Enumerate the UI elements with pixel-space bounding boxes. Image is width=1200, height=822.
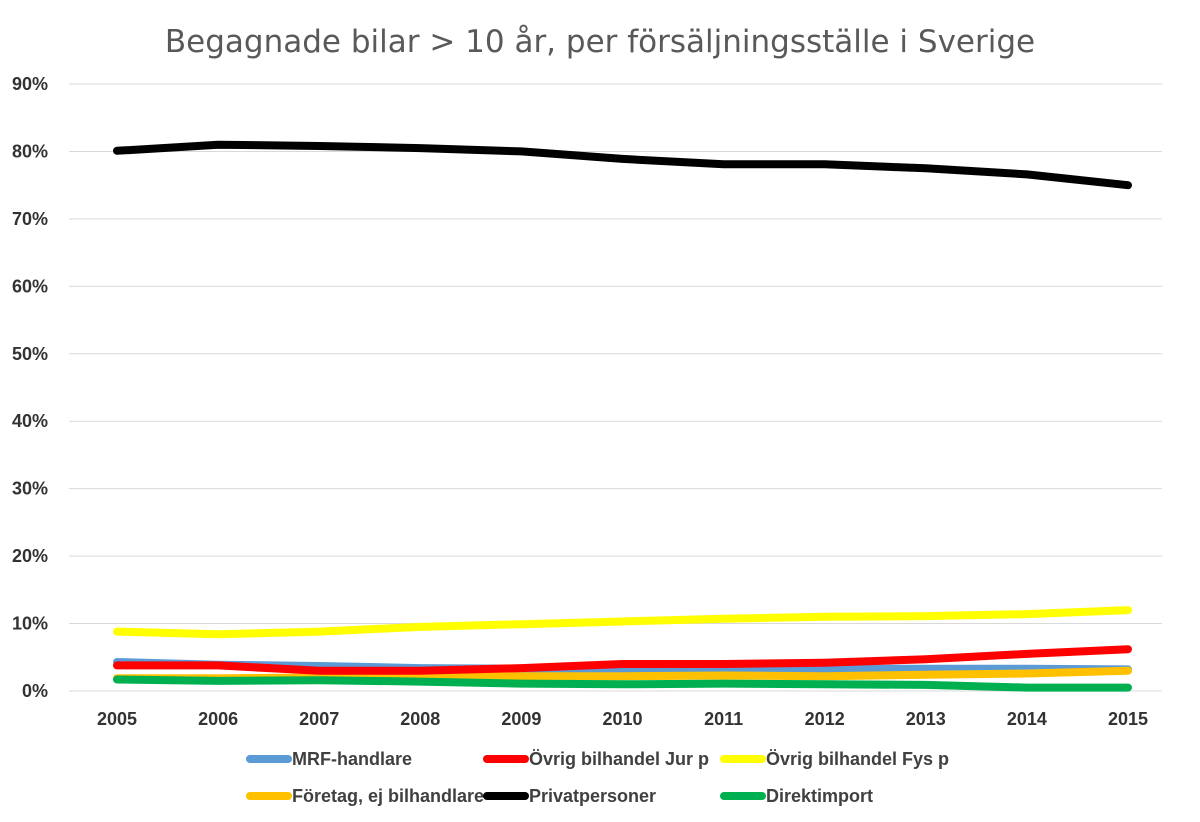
chart-title: Begagnade bilar > 10 år, per försäljning…: [165, 24, 1035, 60]
legend-label: Företag, ej bilhandlare: [292, 786, 484, 806]
legend-item-0: MRF-handlare: [246, 749, 412, 769]
x-tick-label: 2008: [400, 709, 440, 729]
x-tick-label: 2013: [906, 709, 946, 729]
y-tick-label: 30%: [12, 479, 48, 499]
x-tick-label: 2015: [1108, 709, 1148, 729]
y-tick-label: 40%: [12, 411, 48, 431]
x-tick-label: 2006: [198, 709, 238, 729]
y-tick-label: 60%: [12, 276, 48, 296]
legend-label: Privatpersoner: [529, 786, 656, 806]
x-tick-label: 2007: [299, 709, 339, 729]
legend-item-3: Företag, ej bilhandlare: [246, 786, 484, 806]
x-tick-label: 2014: [1007, 709, 1047, 729]
x-tick-label: 2005: [97, 709, 137, 729]
series-line-5: [113, 675, 1132, 692]
legend-item-2: Övrig bilhandel Fys p: [720, 749, 949, 769]
series-line-2: [113, 606, 1132, 639]
legend-label: Övrig bilhandel Jur p: [529, 749, 709, 769]
y-tick-label: 20%: [12, 546, 48, 566]
y-tick-label: 50%: [12, 344, 48, 364]
legend-item-4: Privatpersoner: [483, 786, 656, 806]
x-axis-ticks: 2005 2006 2007 2008 2009 2010 2011 2012 2013 2014…: [97, 709, 1148, 729]
y-tick-label: 70%: [12, 209, 48, 229]
legend-item-1: Övrig bilhandel Jur p: [483, 749, 709, 769]
grid-lines: [69, 83, 1162, 692]
y-tick-label: 10%: [12, 614, 48, 634]
legend-label: Direktimport: [766, 786, 873, 806]
y-tick-label: 90%: [12, 74, 48, 94]
legend-item-5: Direktimport: [720, 786, 873, 806]
series-line-4: [113, 140, 1132, 190]
y-tick-label: 80%: [12, 141, 48, 161]
x-tick-label: 2012: [805, 709, 845, 729]
x-tick-label: 2009: [501, 709, 541, 729]
legend-label: Övrig bilhandel Fys p: [766, 749, 949, 769]
legend: MRF-handlare Övrig bilhandel Jur p Övrig b…: [246, 749, 949, 806]
legend-label: MRF-handlare: [292, 749, 412, 769]
x-tick-label: 2010: [602, 709, 642, 729]
x-tick-label: 2011: [704, 709, 743, 729]
series-lines: [113, 140, 1132, 692]
y-tick-label: 0%: [22, 681, 48, 701]
series-line-1: [113, 645, 1132, 675]
y-axis-ticks: 0% 10% 20% 30% 40% 50% 60% 70% 80% 90%: [12, 74, 48, 701]
